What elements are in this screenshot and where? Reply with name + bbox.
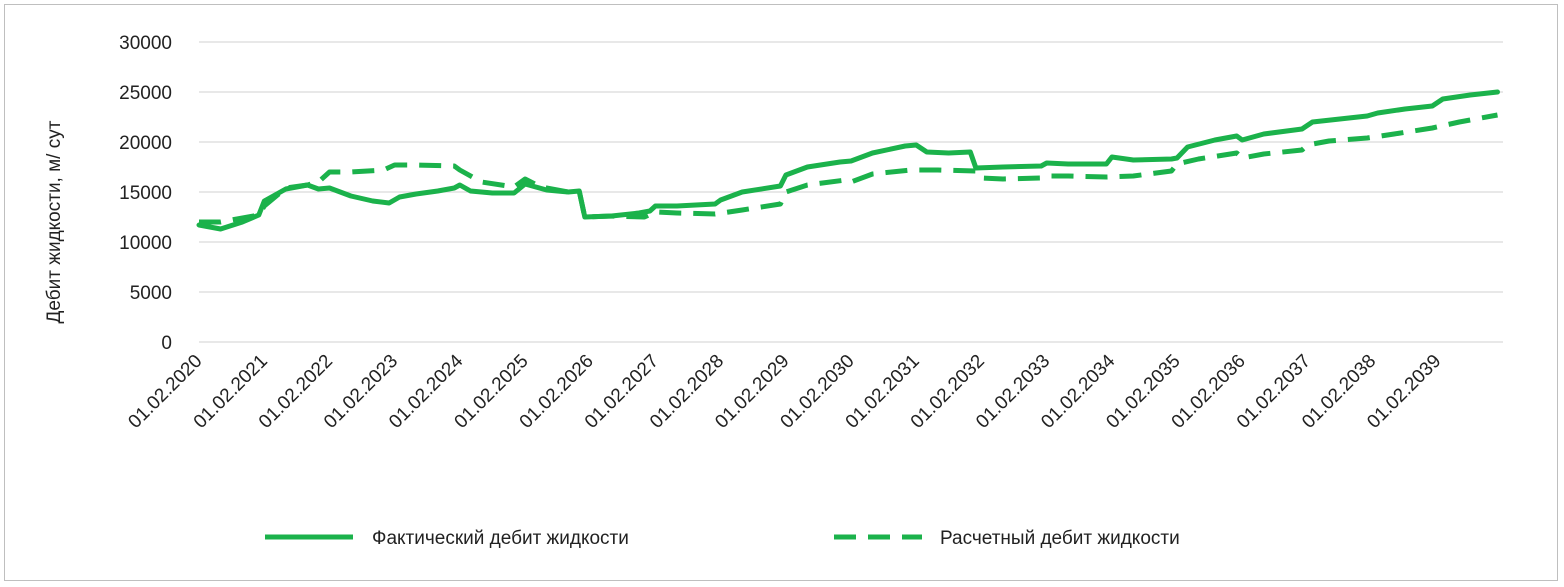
y-tick-label-0: 0 [161, 333, 172, 354]
series-lines [196, 89, 1500, 232]
x-axis-ticks: 01.02.202001.02.202101.02.202201.02.2023… [124, 350, 1445, 432]
legend: Фактический дебит жидкости Расчетный деб… [265, 528, 1180, 549]
y-axis-label: Дебит жидкости, м/ сут [44, 120, 65, 323]
y-tick-label-10000: 10000 [119, 233, 172, 254]
y-axis-ticks: 0 5000 10000 15000 20000 25000 30000 [119, 33, 172, 354]
series-line-estimated [199, 112, 1498, 225]
y-tick-label-15000: 15000 [119, 183, 172, 204]
y-tick-label-5000: 5000 [130, 283, 172, 304]
y-tick-label-30000: 30000 [119, 33, 172, 54]
y-tick-label-25000: 25000 [119, 83, 172, 104]
gridlines [199, 41, 1503, 343]
legend-label-actual: Фактический дебит жидкости [372, 528, 629, 549]
legend-label-estimated: Расчетный дебит жидкости [940, 528, 1180, 549]
series-line-actual [196, 89, 1500, 232]
y-tick-label-20000: 20000 [119, 133, 172, 154]
